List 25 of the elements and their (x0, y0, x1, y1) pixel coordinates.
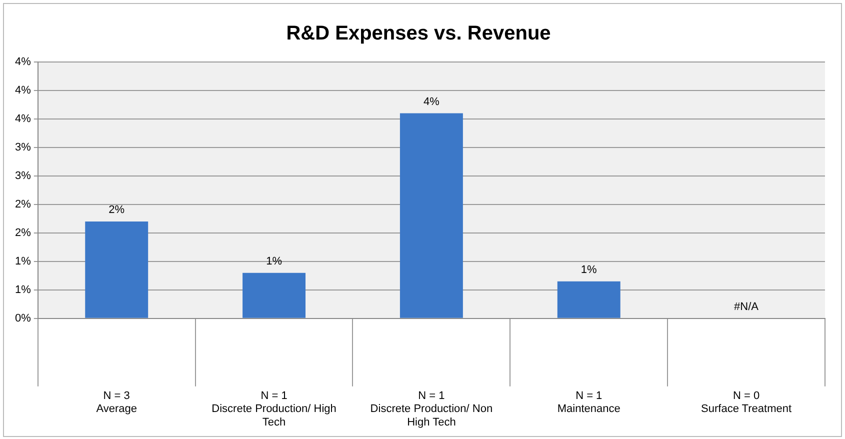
bar (242, 272, 306, 318)
x-tick-label: N = 3 Average (96, 390, 137, 416)
y-tick-label: 2% (14, 226, 32, 239)
y-tick-label: 2% (14, 198, 32, 210)
y-tick-label: 1% (14, 255, 32, 268)
x-tick-label: N = 0 Surface Treatment (701, 390, 792, 416)
x-tick-label: N = 1 Discrete Production/ High Tech (212, 390, 336, 428)
x-tick-label: N = 1 Maintenance (557, 390, 620, 416)
bar (85, 222, 148, 318)
y-tick-label: 3% (14, 170, 32, 182)
x-tick-label: N = 1 Discrete Production/ Non High Tech (370, 390, 493, 428)
y-tick-label: 1% (14, 284, 32, 296)
y-tick-label: 4% (14, 56, 32, 68)
text: #N/A (734, 300, 759, 313)
bar (557, 281, 620, 318)
data-label: 2% (108, 204, 125, 216)
y-tick-label: 0% (14, 312, 32, 324)
data-label: 1% (580, 264, 598, 276)
y-tick-label: 3% (14, 142, 32, 154)
data-label: 1% (266, 255, 282, 268)
data-label: 4% (423, 96, 440, 108)
chart-title: R&D Expenses vs. Revenue (286, 22, 551, 45)
bar (400, 113, 463, 318)
y-tick-label: 4% (14, 84, 32, 97)
y-tick-label: 4% (14, 113, 32, 126)
